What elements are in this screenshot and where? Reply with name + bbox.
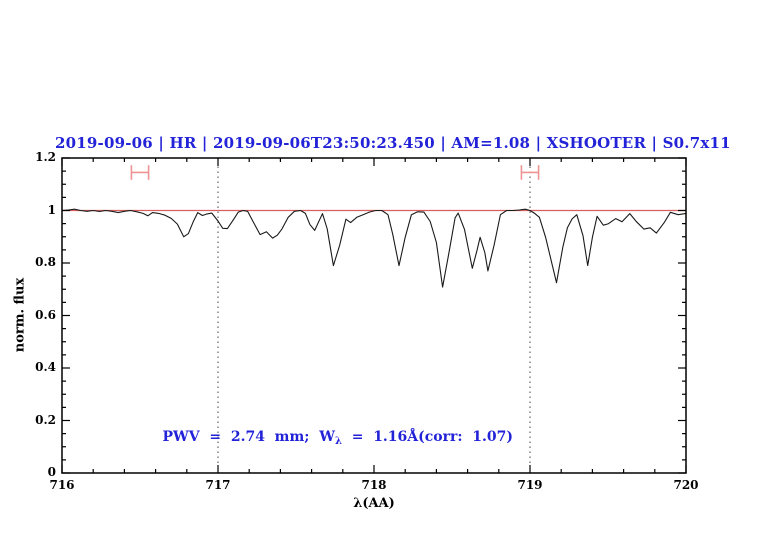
y-tick-label: 0.8 [35, 255, 56, 269]
spectrum-line [61, 208, 687, 288]
x-axis-label: λ(AA) [353, 496, 395, 511]
y-tick-label: 0.6 [35, 307, 56, 322]
y-tick-label: 0.2 [35, 412, 56, 427]
x-tick-label: 716 [49, 478, 75, 492]
y-tick-label: 0 [47, 465, 56, 479]
pwv-annotation-subscript: λ [334, 436, 342, 447]
pwv-annotation-suffix: = 1.16Å(corr: 1.07) [341, 429, 514, 445]
x-tick-label: 718 [361, 478, 387, 492]
plot-title: 2019-09-06 | HR | 2019-09-06T23:50:23.45… [55, 134, 731, 152]
y-tick-label: 0.4 [35, 360, 56, 374]
pwv-annotation: PWV = 2.74 mm; Wλ = 1.16Å(corr: 1.07) [143, 413, 514, 463]
x-tick-label: 719 [517, 478, 543, 492]
y-tick-label: 1.2 [35, 150, 56, 164]
y-tick-label: 1 [47, 202, 56, 217]
pwv-annotation-prefix: PWV = 2.74 mm; W [162, 429, 335, 445]
x-tick-label: 720 [673, 478, 699, 492]
x-tick-label: 717 [205, 478, 231, 492]
